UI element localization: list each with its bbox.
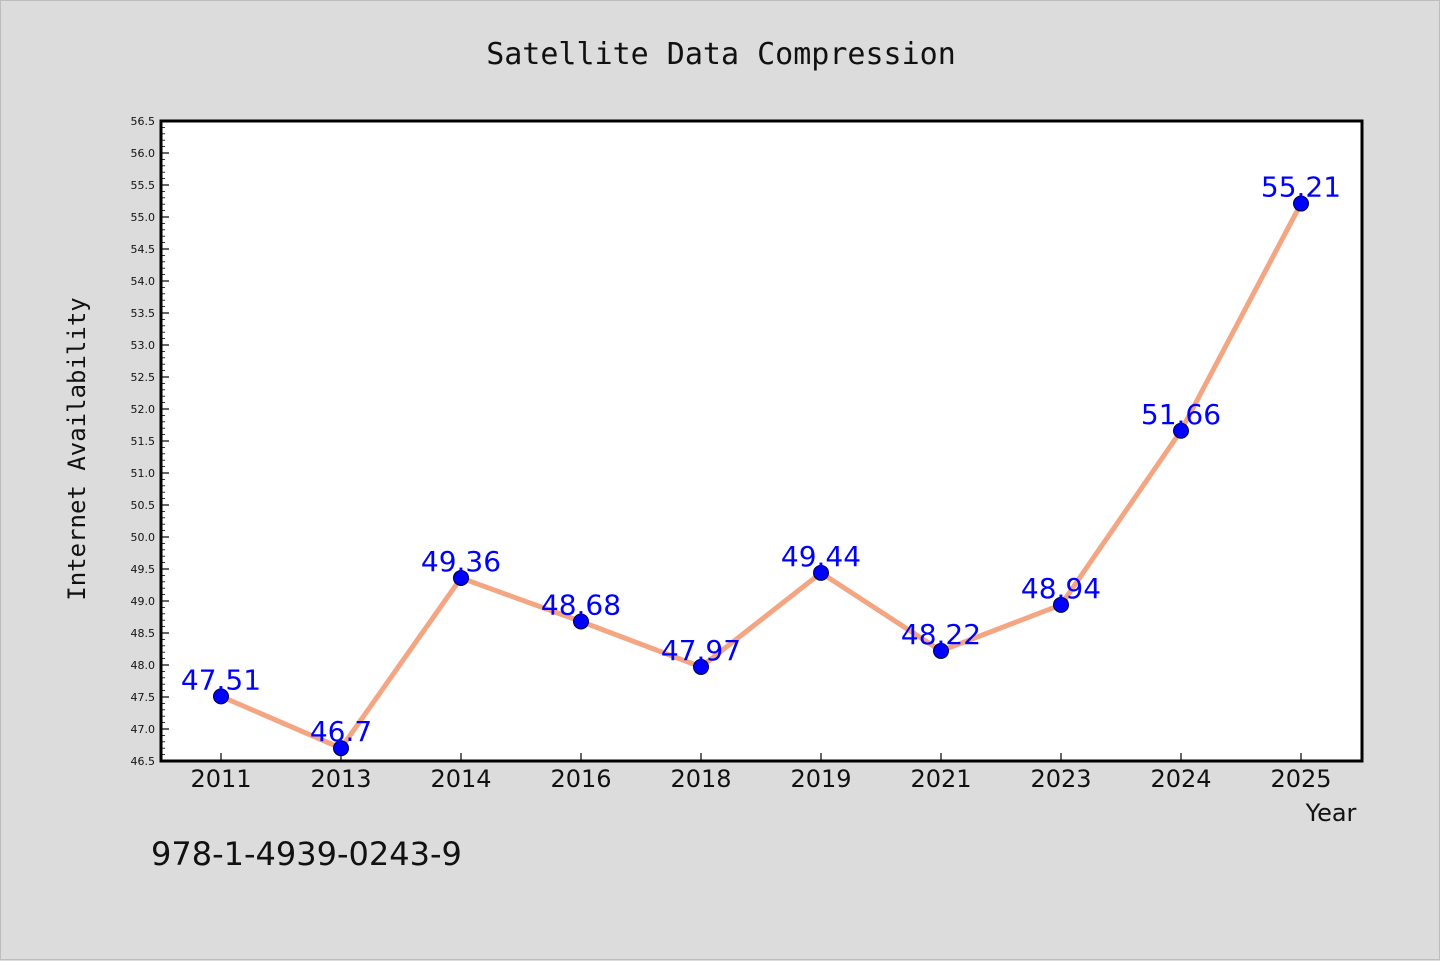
y-tick-label: 50.5: [131, 499, 156, 512]
series-markers: [213, 195, 1309, 757]
x-tick-label: 2024: [1150, 765, 1211, 793]
isbn-annotation: 978-1-4939-0243-9: [151, 835, 462, 873]
y-tick-label: 49.5: [131, 563, 156, 576]
data-point: [213, 688, 229, 705]
y-tick-label: 55.0: [131, 211, 156, 224]
y-tick-label: 51.5: [131, 435, 156, 448]
data-point: [1293, 195, 1309, 212]
y-tick-label: 50.0: [131, 531, 156, 544]
x-tick-label: 2025: [1270, 765, 1331, 793]
x-tick-label: 2013: [310, 765, 371, 793]
data-labels: 47.51 46.7 49.36 48.68 47.97 49.44 48.22 48.94 5…: [181, 171, 1341, 749]
y-tick-label: 52.0: [131, 403, 156, 416]
x-tick-label: 2018: [670, 765, 731, 793]
y-axis: 46.5 47.0 47.5 48.0 48.5 49.0 49.5 50.0 50.5 51.0…: [131, 115, 169, 768]
data-label: 46.7: [310, 715, 372, 748]
data-point: [1173, 422, 1189, 439]
y-tick-label: 49.0: [131, 595, 156, 608]
y-tick-label: 48.5: [131, 627, 156, 640]
y-tick-label: 53.0: [131, 339, 156, 352]
y-axis-label: Internet Availability: [63, 297, 91, 600]
y-tick-label: 47.0: [131, 723, 156, 736]
series-line: [220, 202, 1304, 751]
data-label: 47.51: [181, 663, 261, 696]
plot-area: [159, 119, 1364, 763]
y-tick-label: 56.5: [131, 115, 156, 128]
data-point: [693, 658, 709, 675]
x-tick-label: 2019: [790, 765, 851, 793]
data-label: 49.44: [781, 540, 861, 573]
data-label: 48.94: [1021, 572, 1101, 605]
y-tick-label: 54.0: [131, 275, 156, 288]
y-tick-label: 56.0: [131, 147, 156, 160]
chart-title: Satellite Data Compression: [486, 37, 956, 72]
data-point: [933, 642, 949, 659]
data-point: [813, 564, 829, 581]
x-axis-label: Year: [1305, 799, 1357, 827]
data-point: [453, 569, 469, 586]
data-label: 47.97: [661, 634, 741, 667]
data-point: [573, 613, 589, 630]
x-tick-label: 2014: [430, 765, 491, 793]
data-label: 48.22: [901, 618, 981, 651]
y-tick-label: 52.5: [131, 371, 156, 384]
data-point: [333, 740, 349, 757]
data-point: [1053, 596, 1069, 613]
y-tick-label: 46.5: [131, 755, 156, 768]
data-label: 49.36: [421, 545, 501, 578]
y-tick-label: 55.5: [131, 179, 156, 192]
x-tick-label: 2011: [190, 765, 251, 793]
data-label: 51.66: [1141, 398, 1221, 431]
y-tick-label: 48.0: [131, 659, 156, 672]
data-label: 48.68: [541, 588, 621, 621]
y-tick-label: 51.0: [131, 467, 156, 480]
x-tick-label: 2016: [550, 765, 611, 793]
x-tick-label: 2023: [1030, 765, 1091, 793]
y-tick-label: 53.5: [131, 307, 156, 320]
y-tick-label: 47.5: [131, 691, 156, 704]
y-tick-label: 54.5: [131, 243, 156, 256]
x-axis: 2011 2013 2014 2016 2018 2019 2021 2023 2024 2025: [190, 753, 1332, 793]
x-tick-label: 2021: [910, 765, 971, 793]
data-label: 55.21: [1261, 171, 1341, 204]
